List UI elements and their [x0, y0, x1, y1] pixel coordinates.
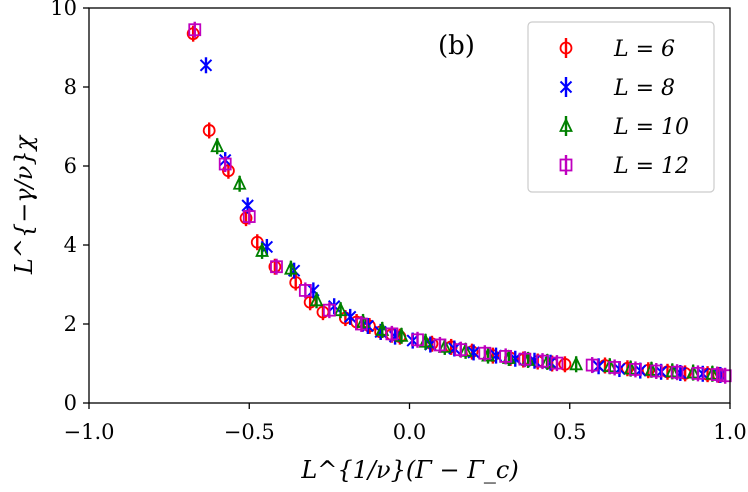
y-tick-label: 4 [64, 233, 77, 257]
data-point [210, 137, 225, 153]
y-tick-label: 10 [50, 0, 77, 20]
data-point [670, 365, 684, 379]
data-point [355, 317, 368, 331]
axis-ticks: −1.0 −0.5 0.0 0.5 1.0 0 2 4 6 8 10 [50, 0, 746, 444]
data-point [270, 260, 283, 274]
legend-marker [559, 158, 573, 172]
data-point [343, 310, 357, 324]
data-point [433, 338, 447, 352]
data-point [186, 27, 200, 41]
data-point [718, 369, 732, 383]
legend-marker [559, 117, 573, 132]
data-point [608, 361, 622, 374]
legend-label: L = 8 [613, 76, 675, 101]
legend-marker [559, 41, 573, 55]
data-point [232, 175, 247, 190]
x-tick-label: 1.0 [713, 420, 746, 444]
data-point [241, 199, 254, 212]
x-tick-label: 0.5 [553, 420, 586, 444]
data-point [550, 356, 564, 370]
y-tick-label: 0 [64, 391, 77, 415]
data-point [518, 352, 532, 366]
data-point [242, 210, 256, 223]
series-4 [188, 21, 732, 384]
data-point [478, 346, 492, 360]
data-point [322, 303, 336, 317]
data-point [394, 327, 409, 342]
legend-label: L = 10 [613, 115, 689, 140]
data-point [309, 291, 324, 307]
data-point [411, 333, 424, 347]
data-point [710, 368, 724, 381]
y-tick-label: 6 [64, 154, 77, 178]
y-tick-label: 2 [64, 312, 77, 336]
legend-label: L = 6 [613, 37, 675, 62]
data-point [255, 242, 269, 257]
data-point [499, 349, 513, 363]
data-point [558, 357, 572, 371]
data-point [629, 363, 642, 376]
data-point [202, 124, 216, 137]
data-point [437, 338, 452, 353]
data-point [199, 59, 213, 72]
legend-entry-3: L = 10 [559, 115, 689, 140]
plot-marks [186, 21, 732, 384]
data-point [569, 355, 584, 371]
x-tick-label: −1.0 [64, 420, 115, 444]
y-tick-label: 8 [64, 75, 77, 99]
legend-marker [559, 80, 573, 94]
x-tick-label: −0.5 [224, 420, 275, 444]
legend-entry-4: L = 12 [559, 154, 689, 179]
x-tick-label: 0.0 [393, 420, 426, 444]
data-point [298, 284, 312, 297]
data-point [649, 364, 663, 378]
y-axis-label: L^{−γ/ν}χ [10, 134, 38, 275]
data-point [289, 276, 303, 289]
data-point [454, 343, 468, 357]
x-axis-label: L^{1/ν}(Γ − Γ_c) [300, 456, 518, 484]
data-point [333, 301, 348, 317]
legend-entry-2: L = 8 [559, 76, 675, 101]
data-point [385, 327, 399, 341]
legend-label: L = 12 [613, 154, 689, 179]
legend-entry-1: L = 6 [559, 37, 675, 62]
data-point [375, 321, 390, 336]
legend: L = 6 L = 8 L = 10 L = 12 [527, 21, 715, 193]
data-point [536, 354, 549, 368]
data-point [218, 157, 232, 171]
legend-box [527, 21, 715, 193]
data-point [188, 23, 202, 37]
data-point [585, 358, 599, 372]
data-point [222, 164, 235, 178]
panel-label: (b) [438, 31, 475, 61]
data-point [283, 260, 298, 275]
data-point [239, 211, 253, 225]
data-point [691, 366, 705, 380]
